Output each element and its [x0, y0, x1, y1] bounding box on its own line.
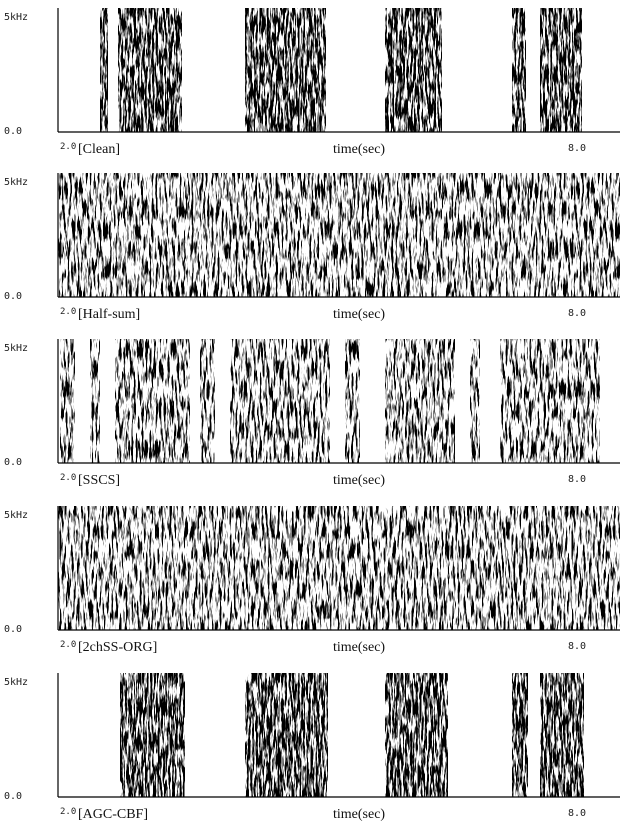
x-axis-label: time(sec): [333, 640, 385, 655]
panel: 5kHz 0.0 2.0 [AGC-CBF] time(sec) 8.0: [4, 673, 620, 822]
spectrogram-texture: [120, 673, 584, 797]
panel-name: [AGC-CBF]: [78, 807, 148, 822]
panel-name: [2chSS-ORG]: [78, 640, 157, 655]
y-max-label: 5kHz: [4, 510, 28, 521]
y-max-label: 5kHz: [4, 177, 28, 188]
spectrogram: [60, 339, 600, 463]
y-min-label: 0.0: [4, 457, 22, 468]
y-min-label: 0.0: [4, 624, 22, 635]
x-end-label: 8.0: [568, 641, 586, 652]
x-start-label: 2.0: [60, 307, 76, 317]
x-start-label: 2.0: [60, 807, 76, 817]
panel-name: [SSCS]: [78, 473, 120, 488]
panel: 5kHz 0.0 2.0 [Half-sum] time(sec) 8.0: [4, 173, 620, 322]
panel-name: [Clean]: [78, 142, 120, 157]
y-max-label: 5kHz: [4, 343, 28, 354]
panel: 5kHz 0.0 2.0 [Clean] time(sec) 8.0: [4, 8, 620, 157]
spectrogram-texture: [100, 8, 582, 132]
y-min-label: 0.0: [4, 126, 22, 137]
x-start-label: 2.0: [60, 142, 76, 152]
spectrogram-texture: [58, 173, 620, 297]
y-min-label: 0.0: [4, 291, 22, 302]
x-end-label: 8.0: [568, 474, 586, 485]
spectrogram: [58, 506, 620, 630]
x-end-label: 8.0: [568, 308, 586, 319]
x-end-label: 8.0: [568, 808, 586, 819]
panel: 5kHz 0.0 2.0 [SSCS] time(sec) 8.0: [4, 339, 620, 488]
spectrogram-texture: [60, 339, 600, 463]
spectrogram: [58, 173, 620, 297]
y-max-label: 5kHz: [4, 677, 28, 688]
x-axis-label: time(sec): [333, 473, 385, 488]
spectrogram: [100, 8, 582, 132]
x-axis-label: time(sec): [333, 307, 385, 322]
y-min-label: 0.0: [4, 791, 22, 802]
panel: 5kHz 0.0 2.0 [2chSS-ORG] time(sec) 8.0: [4, 506, 620, 655]
panel-name: [Half-sum]: [78, 307, 140, 322]
x-start-label: 2.0: [60, 640, 76, 650]
spectrogram-texture: [58, 506, 620, 630]
spectrogram: [120, 673, 584, 797]
x-start-label: 2.0: [60, 473, 76, 483]
x-axis-label: time(sec): [333, 807, 385, 822]
x-axis-label: time(sec): [333, 142, 385, 157]
y-max-label: 5kHz: [4, 12, 28, 23]
x-end-label: 8.0: [568, 143, 586, 154]
